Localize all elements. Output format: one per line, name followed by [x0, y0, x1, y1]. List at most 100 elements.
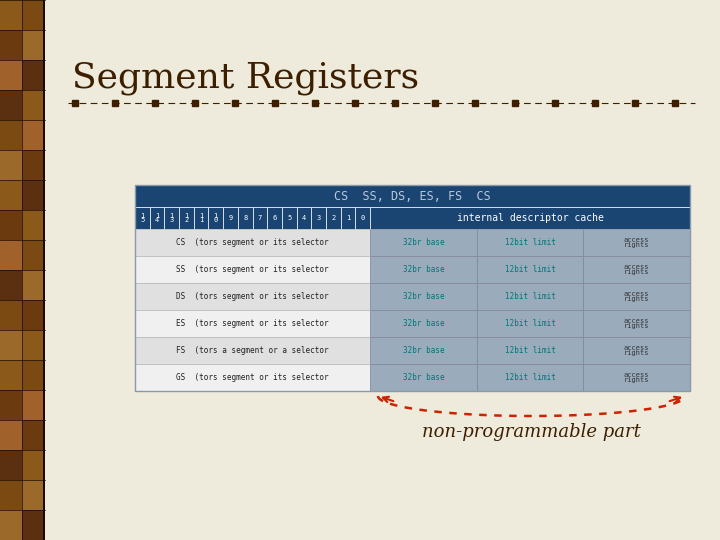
- Text: 12bit limit: 12bit limit: [505, 292, 555, 301]
- Bar: [0, 420, 23, 451]
- Bar: [238, 207, 253, 229]
- Bar: [43, 0, 45, 540]
- Bar: [22, 90, 45, 121]
- Bar: [22, 150, 45, 181]
- Bar: [355, 207, 370, 229]
- Text: 0: 0: [361, 215, 365, 221]
- Bar: [223, 207, 238, 229]
- Text: 6: 6: [272, 215, 276, 221]
- Bar: [135, 337, 370, 364]
- Bar: [477, 229, 583, 256]
- Bar: [0, 450, 23, 481]
- Bar: [0, 390, 23, 421]
- Text: 12bit limit: 12bit limit: [505, 238, 555, 247]
- Bar: [370, 256, 477, 283]
- Bar: [253, 207, 267, 229]
- Bar: [0, 0, 23, 31]
- Text: 7: 7: [258, 215, 262, 221]
- Bar: [583, 364, 690, 391]
- Bar: [341, 207, 355, 229]
- Bar: [0, 270, 23, 301]
- Bar: [0, 480, 23, 511]
- Bar: [135, 256, 370, 283]
- Bar: [22, 120, 45, 151]
- Text: 5: 5: [287, 215, 292, 221]
- Bar: [477, 337, 583, 364]
- Bar: [22, 30, 45, 61]
- Bar: [297, 207, 311, 229]
- Bar: [583, 256, 690, 283]
- Bar: [583, 283, 690, 310]
- Bar: [583, 337, 690, 364]
- Text: 12bit limit: 12bit limit: [505, 373, 555, 382]
- Bar: [583, 310, 690, 337]
- Text: Segment Registers: Segment Registers: [72, 61, 419, 95]
- Bar: [0, 210, 23, 241]
- Bar: [22, 510, 45, 540]
- Bar: [22, 360, 45, 391]
- Text: 32br base: 32br base: [402, 265, 444, 274]
- Text: 12bit limit: 12bit limit: [505, 319, 555, 328]
- Text: CS  SS, DS, ES, FS  CS: CS SS, DS, ES, FS CS: [334, 190, 491, 202]
- Text: ES  (tors segment or its selector: ES (tors segment or its selector: [176, 319, 329, 328]
- Text: 2: 2: [331, 215, 336, 221]
- Text: 32br base: 32br base: [402, 319, 444, 328]
- Bar: [0, 300, 23, 331]
- Text: access
rights: access rights: [624, 237, 649, 248]
- Bar: [477, 283, 583, 310]
- Bar: [22, 420, 45, 451]
- Bar: [477, 256, 583, 283]
- Text: access
rights: access rights: [624, 318, 649, 329]
- Text: 3: 3: [317, 215, 320, 221]
- Bar: [135, 185, 690, 391]
- Bar: [0, 330, 23, 361]
- Bar: [370, 229, 477, 256]
- Bar: [135, 207, 150, 229]
- Bar: [0, 360, 23, 391]
- Bar: [22, 270, 45, 301]
- Bar: [0, 510, 23, 540]
- Bar: [22, 0, 45, 31]
- Bar: [477, 310, 583, 337]
- Text: 4: 4: [302, 215, 306, 221]
- Text: 8: 8: [243, 215, 247, 221]
- Text: 32br base: 32br base: [402, 238, 444, 247]
- Text: access
rights: access rights: [624, 264, 649, 275]
- Text: 1
2: 1 2: [184, 213, 189, 224]
- Bar: [208, 207, 223, 229]
- Bar: [0, 60, 23, 91]
- Text: access
rights: access rights: [624, 291, 649, 302]
- Bar: [22, 450, 45, 481]
- Text: 1: 1: [346, 215, 350, 221]
- Bar: [22, 180, 45, 211]
- Bar: [477, 364, 583, 391]
- Text: access
rights: access rights: [624, 372, 649, 383]
- Text: 12bit limit: 12bit limit: [505, 265, 555, 274]
- Text: DS  (tors segment or its selector: DS (tors segment or its selector: [176, 292, 329, 301]
- Bar: [0, 150, 23, 181]
- Bar: [22, 390, 45, 421]
- Bar: [194, 207, 208, 229]
- Text: 1
1: 1 1: [199, 213, 203, 224]
- Bar: [326, 207, 341, 229]
- Bar: [267, 207, 282, 229]
- Text: FS  (tors a segment or a selector: FS (tors a segment or a selector: [176, 346, 329, 355]
- Text: 32br base: 32br base: [402, 373, 444, 382]
- Bar: [282, 207, 297, 229]
- Bar: [135, 310, 370, 337]
- Bar: [583, 229, 690, 256]
- Bar: [135, 283, 370, 310]
- Text: 1
3: 1 3: [170, 213, 174, 224]
- Bar: [22, 60, 45, 91]
- Bar: [22, 300, 45, 331]
- Text: 32br base: 32br base: [402, 346, 444, 355]
- Text: GS  (tors segment or its selector: GS (tors segment or its selector: [176, 373, 329, 382]
- Bar: [150, 207, 164, 229]
- Bar: [135, 229, 370, 256]
- Bar: [311, 207, 326, 229]
- Bar: [135, 185, 690, 391]
- Text: SS  (tors segment or its selector: SS (tors segment or its selector: [176, 265, 329, 274]
- Bar: [0, 120, 23, 151]
- Bar: [0, 180, 23, 211]
- Bar: [164, 207, 179, 229]
